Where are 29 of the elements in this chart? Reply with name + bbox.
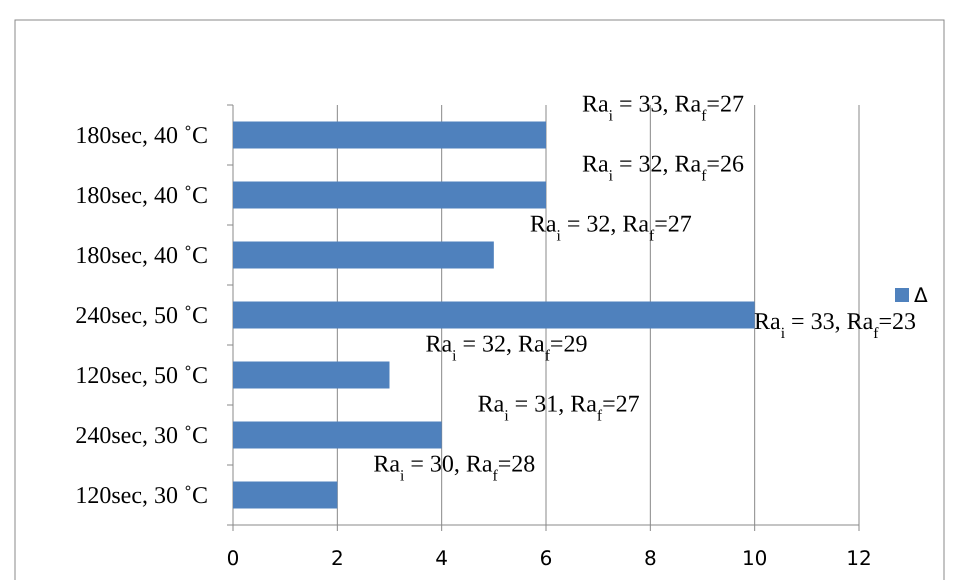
data-label: Ra$_{i}$ = 32, Ra$_{f}$=29 [426,332,588,364]
x-tick-label: 10 [742,546,768,570]
bar [233,122,546,148]
y-tick-label: 240sec, 30 ˚C [75,423,208,449]
data-label: Ra$_{i}$ = 31, Ra$_{f}$=27 [478,392,640,424]
y-tick-label: 240sec, 50 ˚C [75,303,208,329]
y-tick-label: 120sec, 30 ˚C [75,483,208,509]
y-tick-label: 180sec, 40 ˚C [75,123,208,149]
data-label: Ra$_{i}$ = 33, Ra$_{f}$=23 [754,309,916,342]
y-tick-label: 120sec, 50 ˚C [75,363,208,389]
x-tick-label: 2 [330,546,344,570]
bar [233,302,755,328]
x-tick-label: 4 [435,546,448,570]
bar [233,182,546,208]
bar [233,482,338,508]
legend-label: Δ [914,283,928,307]
data-label: Ra$_{i}$ = 32, Ra$_{f}$=27 [530,212,692,244]
x-tick-label: 0 [226,546,240,570]
data-label: Ra$_{i}$ = 32, Ra$_{f}$=26 [582,152,744,184]
x-tick-label: 12 [846,546,872,570]
data-label: Ra$_{i}$ = 33, Ra$_{f}$=27 [582,92,744,124]
y-tick-label: 180sec, 40 ˚C [75,243,208,269]
x-tick-label: 6 [540,546,552,570]
bar [233,242,494,268]
data-label: Ra$_{i}$ = 30, Ra$_{f}$=28 [373,452,536,484]
bar [233,362,390,388]
x-tick-label: 8 [644,546,657,570]
bar [233,422,442,448]
y-tick-label: 180sec, 40 ˚C [75,183,208,209]
